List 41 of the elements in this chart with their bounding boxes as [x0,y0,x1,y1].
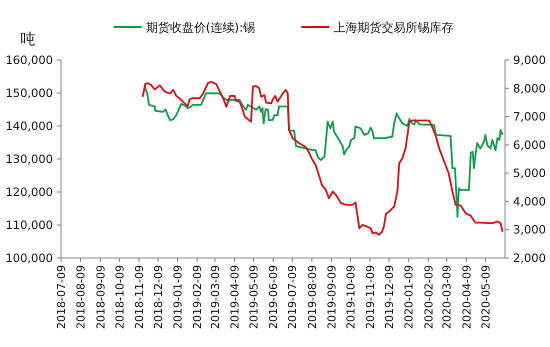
x-tick-label: 2018-07-09 [55,265,68,329]
y-axis-title: 吨 [20,30,36,48]
y-tick-label: 110,000 [5,218,53,232]
y-tick-label: 160,000 [5,53,53,67]
y-tick-label: 100,000 [5,251,53,265]
y-tick-label: 130,000 [5,152,53,166]
y2-tick-label: 4,000 [513,194,546,208]
x-tick-label: 2020-04-09 [460,265,474,329]
x-tick-label: 2018-08-09 [74,265,88,329]
x-tick-label: 2019-12-09 [383,265,396,329]
legend-label: 期货收盘价(连续):锡 [146,20,256,34]
x-tick-label: 2019-08-09 [306,265,319,329]
x-tick-label: 2019-02-09 [191,265,204,329]
y2-tick-label: 8,000 [513,81,546,96]
x-tick-label: 2018-09-09 [94,265,108,329]
y2-tick-label: 5,000 [513,166,546,180]
x-tick-label: 2019-10-09 [344,265,358,329]
x-tick-label: 2019-01-09 [172,265,185,329]
y2-tick-label: 9,000 [513,53,546,67]
x-tick-label: 2019-05-09 [248,265,261,329]
x-tick-label: 2019-03-09 [208,265,222,329]
x-tick-label: 2019-11-09 [364,265,378,329]
y2-tick-label: 7,000 [513,110,546,124]
x-tick-label: 2018-12-09 [152,265,165,329]
y2-tick-label: 3,000 [513,222,546,237]
y2-tick-label: 2,000 [513,251,546,265]
y-tick-label: 120,000 [5,185,53,199]
x-tick-label: 2018-11-09 [132,265,146,329]
x-tick-label: 2020-05-09 [479,265,492,329]
x-tick-label: 2020-02-09 [422,265,436,329]
x-tick-label: 2019-07-09 [286,265,300,329]
x-tick-label: 2020-03-09 [440,265,454,329]
x-tick-label: 2019-09-09 [325,265,338,329]
legend-label: 上海期货交易所锡库存 [333,20,454,34]
x-tick-label: 2020-01-09 [402,265,416,329]
y2-tick-label: 6,000 [513,138,546,152]
x-tick-label: 2019-04-09 [228,265,242,329]
x-tick-label: 2018-10-09 [113,265,126,329]
x-tick-label: 2019-06-09 [267,265,280,329]
y-tick-label: 140,000 [5,119,53,133]
y-tick-label: 150,000 [5,86,53,100]
